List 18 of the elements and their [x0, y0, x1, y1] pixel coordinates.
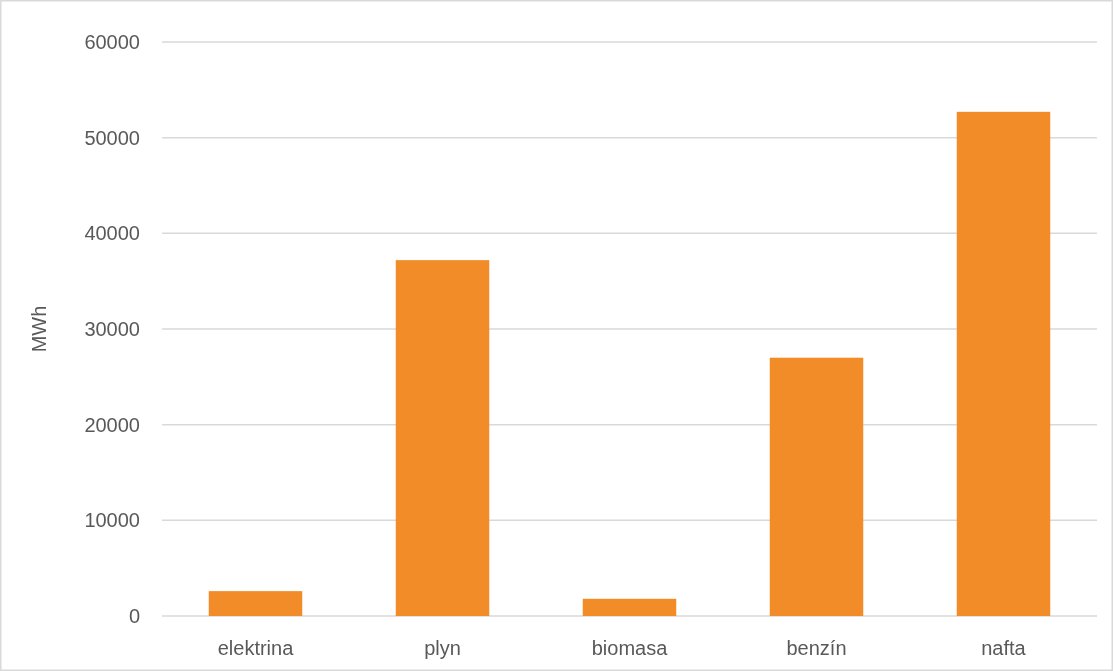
bar: [208, 591, 303, 616]
y-tick-label: 10000: [84, 509, 140, 532]
y-axis-title: MWh: [28, 305, 50, 353]
bar: [956, 111, 1051, 616]
x-tick-label: plyn: [424, 637, 461, 659]
y-tick-label: 30000: [84, 318, 140, 340]
bar: [582, 598, 677, 616]
bar: [395, 260, 490, 616]
bar: [769, 357, 864, 616]
x-tick-label: elektrina: [217, 637, 295, 659]
x-tick-label: biomasa: [591, 637, 669, 659]
y-tick-label: 40000: [84, 222, 140, 245]
y-tick-label: 60000: [84, 31, 140, 53]
y-tick-label: 0: [128, 605, 140, 627]
x-tick-label: nafta: [981, 637, 1027, 659]
y-tick-label: 20000: [84, 413, 140, 436]
x-tick-label: benzín: [786, 637, 847, 659]
y-tick-label: 50000: [84, 126, 140, 149]
